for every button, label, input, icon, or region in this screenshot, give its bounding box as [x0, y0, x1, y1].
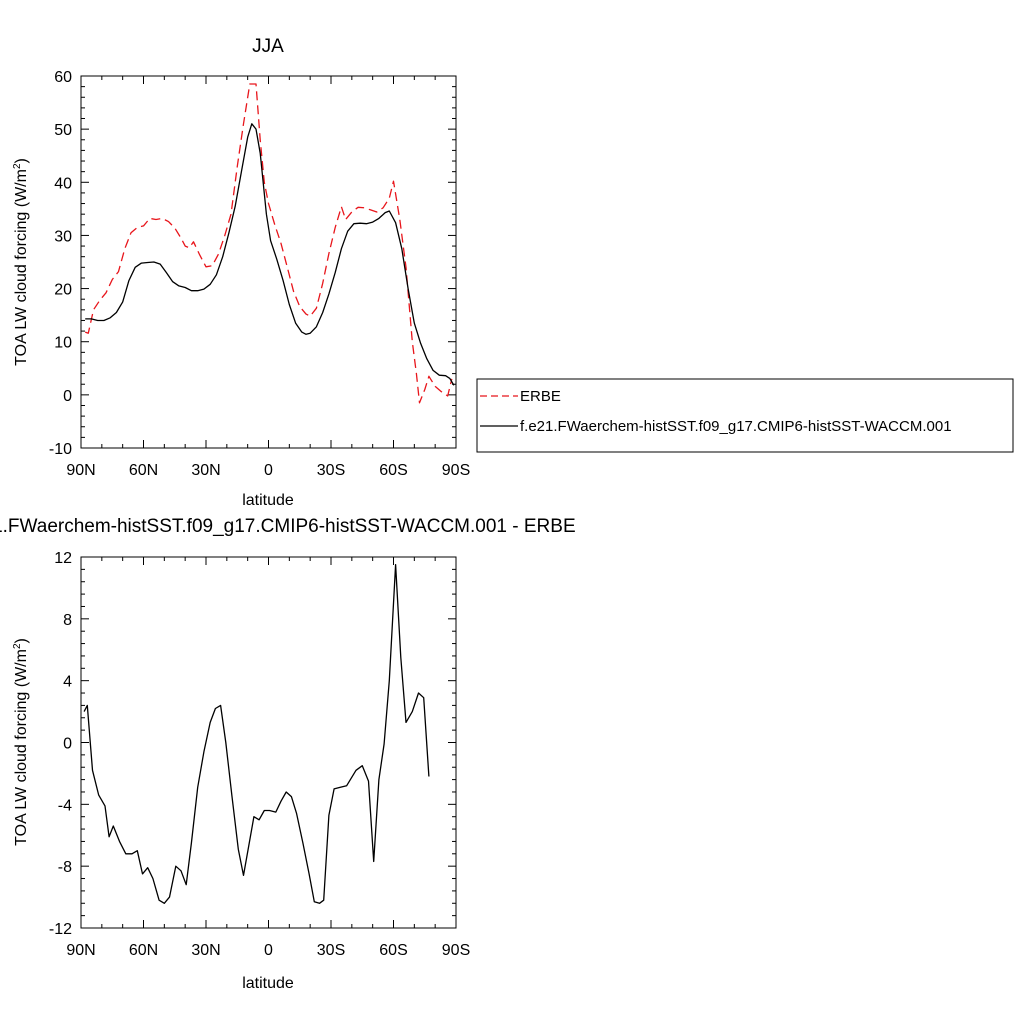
- bottom-y-tick-label: 4: [63, 674, 72, 691]
- legend: ERBE f.e21.FWaerchem-histSST.f09_g17.CMI…: [476, 378, 1014, 453]
- bottom-y-tick-label: 0: [63, 736, 72, 753]
- bottom-x-axis-label: latitude: [242, 975, 294, 992]
- bottom-x-tick-label: 60N: [129, 942, 158, 959]
- top-y-tick-label: 0: [63, 388, 72, 405]
- top-y-tick-label: 10: [54, 335, 72, 352]
- top-x-tick-label: 90N: [66, 462, 95, 479]
- bottom-x-tick-label: 90N: [66, 942, 95, 959]
- top-y-axis-label-end: ): [13, 158, 30, 163]
- bottom-x-tick-label: 30S: [317, 942, 345, 959]
- bottom-y-axis-label: TOA LW cloud forcing (W/m2): [12, 638, 30, 846]
- top-series-line-0: [84, 83, 453, 404]
- top-series-line-1: [85, 123, 455, 386]
- bottom-x-tick-label: 90S: [442, 942, 470, 959]
- top-y-tick-label: -10: [49, 441, 72, 458]
- top-y-tick-label: 50: [54, 122, 72, 139]
- top-y-axis-label-sup: 2: [12, 163, 23, 169]
- top-x-tick-label: 30S: [317, 462, 345, 479]
- bottom-y-axis-label-end: ): [13, 638, 30, 643]
- bottom-y-tick-label: -4: [58, 797, 72, 814]
- top-x-axis-label: latitude: [242, 492, 294, 509]
- legend-label-model: f.e21.FWaerchem-histSST.f09_g17.CMIP6-hi…: [520, 418, 952, 435]
- bottom-y-axis-label-sup: 2: [12, 643, 23, 649]
- bottom-y-tick-label: -8: [58, 859, 72, 876]
- bottom-x-tick-label: 30N: [191, 942, 220, 959]
- top-y-tick-label: 30: [54, 228, 72, 245]
- legend-label-erbe: ERBE: [520, 388, 561, 405]
- top-y-axis-label-main: TOA LW cloud forcing (W/m: [13, 169, 30, 366]
- top-x-tick-label: 60N: [129, 462, 158, 479]
- bottom-x-tick-label: 0: [264, 942, 273, 959]
- top-x-tick-label: 60S: [379, 462, 407, 479]
- bottom-chart: f.e21.FWaerchem-histSST.f09_g17.CMIP6-hi…: [0, 516, 576, 992]
- bottom-y-tick-label: 8: [63, 612, 72, 629]
- bottom-plot-area: -12 -8 -4 0 4 8 12 90N 60N 30N 0 30S 60S 90S: [49, 550, 470, 959]
- legend-box: [476, 378, 1014, 453]
- bottom-chart-title: f.e21.FWaerchem-histSST.f09_g17.CMIP6-hi…: [0, 516, 576, 537]
- top-y-tick-label: 20: [54, 282, 72, 299]
- top-y-tick-label: 60: [54, 69, 72, 86]
- top-plot-area: -10 0 10 20 30 40 50 60 90N 60N 30N 0 30S 60S 90S: [49, 69, 470, 479]
- top-chart-title: JJA: [252, 36, 284, 57]
- bottom-y-tick-label: 12: [54, 550, 72, 567]
- top-y-tick-label: 40: [54, 175, 72, 192]
- bottom-x-tick-label: 60S: [379, 942, 407, 959]
- top-plot-frame: [80, 75, 457, 449]
- bottom-y-tick-label: -12: [49, 921, 72, 938]
- top-x-tick-label: 30N: [191, 462, 220, 479]
- top-y-axis-label: TOA LW cloud forcing (W/m2): [12, 158, 30, 366]
- bottom-series-line-0: [83, 564, 430, 904]
- bottom-y-axis-label-main: TOA LW cloud forcing (W/m: [13, 649, 30, 846]
- top-x-tick-label: 0: [264, 462, 273, 479]
- bottom-plot-frame: [80, 556, 457, 929]
- top-x-tick-label: 90S: [442, 462, 470, 479]
